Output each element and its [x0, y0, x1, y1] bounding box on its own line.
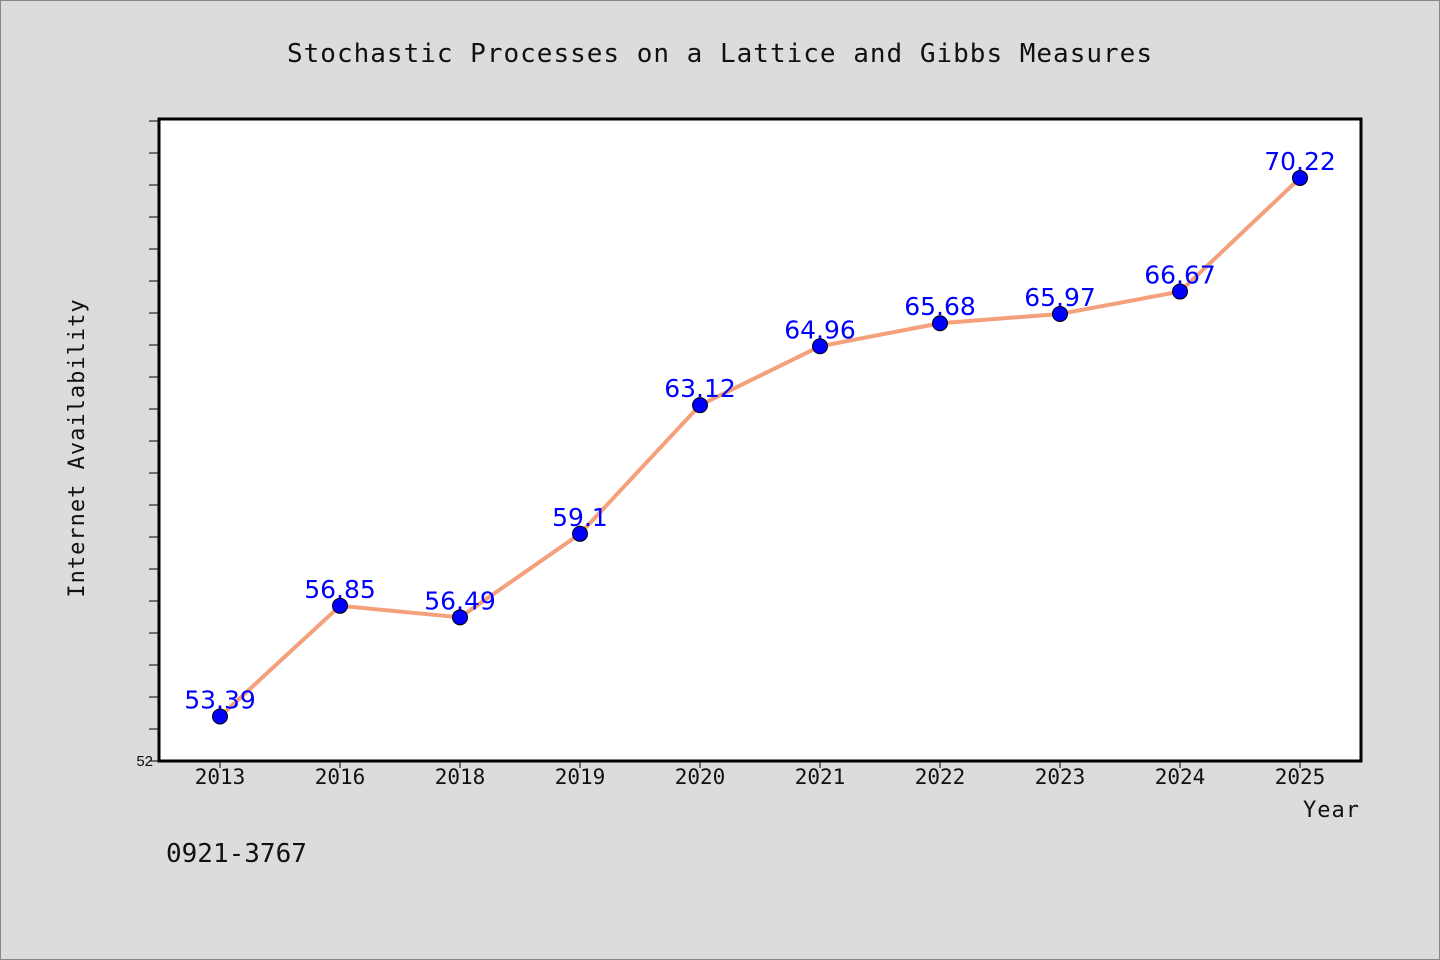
- x-tick-label: 2023: [1035, 765, 1086, 789]
- data-point: [1052, 305, 1068, 322]
- data-label: 70.22: [1264, 147, 1336, 176]
- x-tick-label: 2020: [675, 765, 726, 789]
- x-tick-label: 2022: [915, 765, 966, 789]
- data-label: 63.12: [664, 374, 736, 403]
- x-tick-label: 2019: [555, 765, 606, 789]
- data-point: [1172, 283, 1188, 300]
- data-label: 65.97: [1024, 283, 1096, 312]
- footnote-code: 0921-3767: [166, 839, 307, 869]
- y-tick-label: 52: [136, 753, 153, 770]
- x-tick-label: 2021: [795, 765, 846, 789]
- data-label: 59.1: [552, 503, 608, 532]
- x-tick-label: 2013: [195, 765, 246, 789]
- data-point: [692, 397, 708, 414]
- y-axis-label: Internet Availability: [65, 298, 90, 597]
- data-point: [932, 315, 948, 332]
- data-label: 53.39: [184, 686, 256, 715]
- data-label: 56.85: [304, 575, 376, 604]
- x-tick-label: 2025: [1275, 765, 1326, 789]
- x-axis-label: Year: [1303, 798, 1360, 823]
- data-label: 56.49: [424, 586, 496, 615]
- chart-title: Stochastic Processes on a Lattice and Gi…: [287, 39, 1153, 69]
- data-label: 65.68: [904, 292, 976, 321]
- series-line: [218, 175, 1302, 719]
- x-tick-label: 2024: [1155, 765, 1206, 789]
- x-tick-label: 2016: [315, 765, 366, 789]
- plot-area: [157, 117, 1363, 763]
- data-point: [332, 597, 348, 614]
- data-labels: 53.39 56.85 56.49 59.1 63.12 64.96 65.68 65.97 6…: [184, 147, 1336, 715]
- data-label: 66.67: [1144, 261, 1216, 290]
- y-axis-ticks: 52: [136, 120, 159, 770]
- data-point: [1292, 169, 1308, 186]
- data-point: [812, 338, 828, 355]
- data-point: [212, 708, 228, 725]
- data-label: 64.96: [784, 315, 856, 344]
- x-axis-ticks: 2013 2016 2018 2019 2020 2021 2022 2023 2024 2025: [195, 761, 1326, 789]
- series-markers: [212, 169, 1308, 725]
- data-point: [452, 609, 468, 626]
- data-point: [572, 525, 588, 542]
- x-tick-label: 2018: [435, 765, 486, 789]
